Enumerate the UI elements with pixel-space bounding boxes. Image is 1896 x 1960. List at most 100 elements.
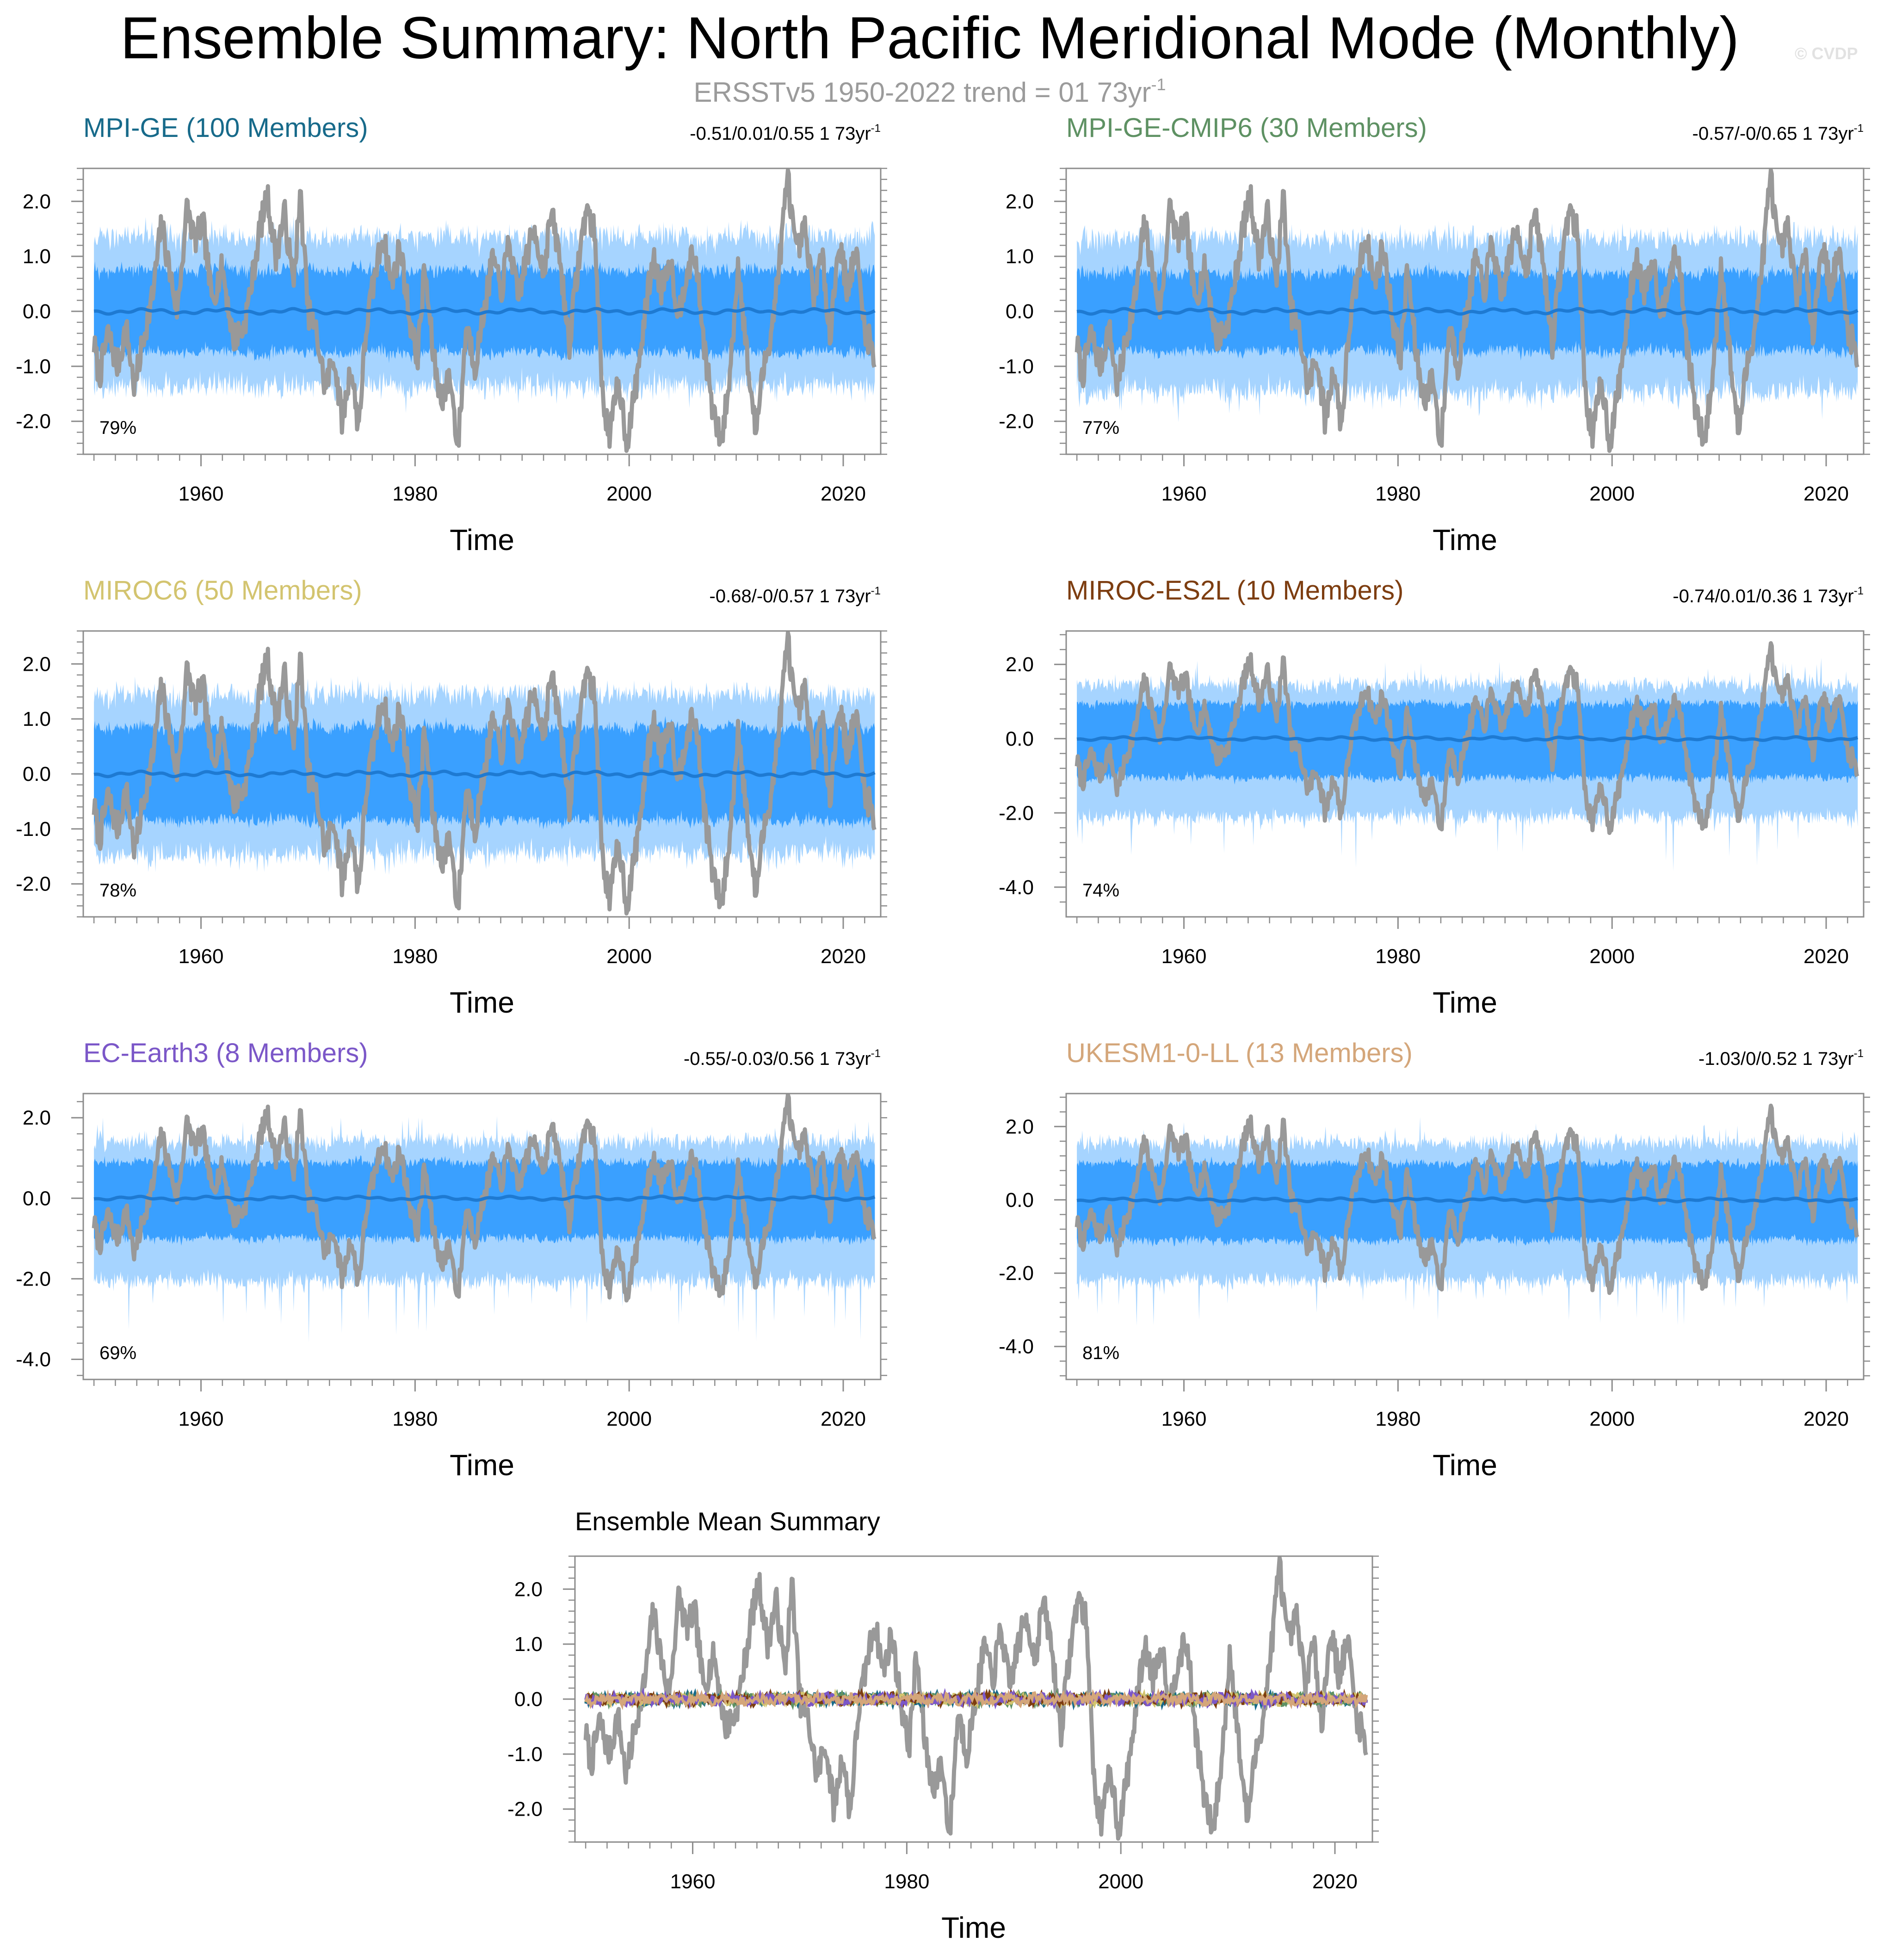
x-tick-label: 2020 <box>821 945 866 968</box>
y-tick-label: -4.0 <box>999 876 1034 899</box>
plot-frame <box>1065 1093 1865 1380</box>
percent-label: 77% <box>1082 418 1120 438</box>
x-tick-label: 1980 <box>392 945 438 968</box>
y-tick-label: 1.0 <box>514 1633 543 1656</box>
panel-stats-text: -0.74/0.01/0.36 1 73yr <box>1673 586 1854 606</box>
x-tick-label: 1980 <box>884 1870 929 1893</box>
panel-stats-exponent: -1 <box>871 1047 881 1060</box>
panel-stats: -0.57/-0/0.65 1 73yr-1 <box>1447 122 1864 145</box>
y-tick-label: 0.0 <box>1006 300 1034 323</box>
x-tick-label: 1980 <box>392 482 438 505</box>
x-axis-label: Time <box>450 986 514 1019</box>
x-tick-label: 1960 <box>1161 482 1207 505</box>
x-tick-label: 2020 <box>821 1408 866 1430</box>
figure-title: Ensemble Summary: North Pacific Meridion… <box>120 5 1739 71</box>
x-axis-label: Time <box>1433 1448 1497 1482</box>
y-tick-label: -2.0 <box>16 1268 51 1290</box>
panel-stats-text: -0.57/-0/0.65 1 73yr <box>1692 124 1854 144</box>
y-tick-label: -2.0 <box>999 1262 1034 1285</box>
x-tick-label: 2000 <box>606 482 652 505</box>
y-tick-label: -1.0 <box>507 1743 543 1766</box>
panel-stats: -0.55/-0.03/0.56 1 73yr-1 <box>464 1047 881 1070</box>
x-tick-label: 2020 <box>1803 945 1849 968</box>
panel-stats-text: -0.55/-0.03/0.56 1 73yr <box>683 1049 871 1069</box>
y-tick-label: -2.0 <box>16 873 51 896</box>
x-tick-label: 2020 <box>1312 1870 1358 1893</box>
panel-stats-exponent: -1 <box>1853 122 1864 135</box>
x-tick-label: 1960 <box>179 1408 224 1430</box>
y-tick-label: -4.0 <box>16 1348 51 1371</box>
x-tick-label: 1980 <box>1375 945 1420 968</box>
series-line-ukesm1-0-ll <box>584 1688 1368 1710</box>
x-axis-label: Time <box>450 523 514 556</box>
y-tick-label: -1.0 <box>16 818 51 841</box>
y-tick-label: -2.0 <box>999 802 1034 824</box>
x-tick-label: 2000 <box>1589 1408 1635 1430</box>
plot-frame <box>1065 630 1865 918</box>
x-axis-label: Time <box>1433 523 1497 556</box>
y-tick-label: 0.0 <box>1006 728 1034 750</box>
y-tick-label: 2.0 <box>1006 1115 1034 1138</box>
y-tick-label: -2.0 <box>999 410 1034 433</box>
y-tick-label: 2.0 <box>1006 190 1034 213</box>
panel-stats: -0.68/-0/0.57 1 73yr-1 <box>464 585 881 608</box>
y-tick-label: -4.0 <box>999 1336 1034 1358</box>
ensemble-mean-line <box>1076 307 1859 316</box>
subtitle-text: ERSSTv5 1950-2022 trend = 01 73yr <box>693 77 1151 108</box>
y-tick-label: -2.0 <box>16 410 51 433</box>
ensemble-mean-line <box>93 307 876 316</box>
ensemble-mean-line <box>93 769 876 779</box>
panel-stats-text: -1.03/0/0.52 1 73yr <box>1698 1049 1854 1069</box>
plot-area <box>92 1094 877 1342</box>
y-tick-label: 0.0 <box>1006 1189 1034 1212</box>
panel-stats-text: -0.51/0.01/0.55 1 73yr <box>690 124 871 144</box>
x-tick-label: 2000 <box>1589 482 1635 505</box>
y-tick-label: 1.0 <box>23 245 51 268</box>
y-tick-label: 0.0 <box>514 1688 543 1711</box>
y-tick-label: 2.0 <box>23 190 51 213</box>
panel-stats-exponent: -1 <box>1853 1047 1864 1060</box>
x-axis-label: Time <box>941 1911 1006 1944</box>
panel-title: Ensemble Mean Summary <box>575 1507 880 1536</box>
ensemble-mean-line <box>93 1194 876 1202</box>
plot-area <box>1075 168 1859 453</box>
plot-area <box>92 631 877 916</box>
y-tick-label: -1.0 <box>999 355 1034 378</box>
x-tick-label: 1980 <box>392 1408 438 1430</box>
panel-title: EC-Earth3 (8 Members) <box>83 1038 368 1068</box>
plot-area <box>583 1556 1368 1841</box>
y-tick-label: 2.0 <box>514 1578 543 1601</box>
x-tick-label: 1980 <box>1375 1408 1420 1430</box>
x-tick-label: 2000 <box>1589 945 1635 968</box>
panel-stats-exponent: -1 <box>1853 585 1864 598</box>
ensemble-mean-line <box>1076 1196 1858 1204</box>
panel-title: MPI-GE (100 Members) <box>83 113 368 143</box>
percent-label: 78% <box>99 880 137 901</box>
plot-area <box>1075 1103 1859 1326</box>
ensemble-mean-line <box>1076 735 1859 742</box>
y-tick-label: 1.0 <box>23 708 51 730</box>
percent-label: 74% <box>1082 880 1120 901</box>
x-tick-label: 2000 <box>1098 1870 1143 1893</box>
x-tick-label: 2000 <box>606 945 652 968</box>
x-tick-label: 1960 <box>179 482 224 505</box>
y-tick-label: -1.0 <box>16 355 51 378</box>
y-tick-label: -2.0 <box>507 1798 543 1821</box>
y-tick-label: 2.0 <box>23 653 51 675</box>
panel-stats-text: -0.68/-0/0.57 1 73yr <box>709 586 871 606</box>
panel-stats-exponent: -1 <box>871 585 881 598</box>
percent-label: 79% <box>99 418 137 438</box>
y-tick-label: 0.0 <box>23 1187 51 1210</box>
x-tick-label: 1980 <box>1375 482 1420 505</box>
plot-frame <box>82 1093 882 1380</box>
panel-stats: -0.74/0.01/0.36 1 73yr-1 <box>1447 585 1864 608</box>
figure-subtitle: ERSSTv5 1950-2022 trend = 01 73yr-1 <box>0 74 1859 111</box>
percent-label: 69% <box>99 1343 137 1363</box>
y-tick-label: 0.0 <box>23 763 51 785</box>
x-tick-label: 2020 <box>1803 482 1849 505</box>
